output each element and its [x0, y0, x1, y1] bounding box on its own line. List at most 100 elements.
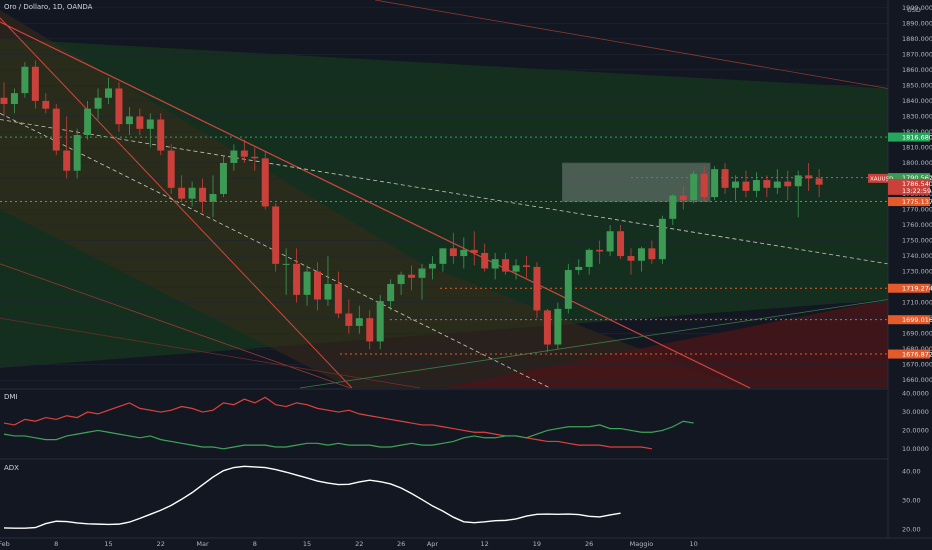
level-tag [888, 173, 930, 183]
symbol-tag-text: XAUUSD [870, 176, 893, 182]
x-tick-label: 26 [585, 540, 593, 548]
level-tag-text: 1816.680 [902, 133, 932, 141]
candle-body [42, 100, 50, 109]
adx-series-line [3, 465, 621, 529]
candle-body [648, 248, 656, 260]
x-tick-label: Apr [427, 540, 439, 548]
candle-body [146, 119, 154, 129]
trendline [0, 317, 421, 389]
candle-body [481, 252, 489, 269]
candle-body [63, 150, 71, 171]
y-tick-label: 1770.000 [902, 206, 932, 214]
x-tick-label: 8 [253, 540, 257, 548]
candle-body [617, 231, 625, 257]
candle-body [784, 181, 792, 187]
candle-body [219, 162, 227, 194]
level-tag-text: 1775.137 [902, 198, 932, 206]
x-tick-label: Feb [0, 540, 10, 548]
candle-body [742, 181, 750, 191]
candle-body [324, 284, 332, 300]
level-tag [888, 132, 930, 142]
candle-body [345, 313, 353, 326]
trendline [299, 299, 889, 389]
candle-body [543, 310, 551, 345]
candle-body [240, 150, 248, 157]
candle-body [199, 187, 207, 202]
level-tag-text: 1676.872 [902, 350, 932, 358]
x-tick-label: Mar [196, 540, 209, 548]
candle-body [272, 206, 280, 264]
dmi-y-tick-label: 30.0000 [902, 408, 929, 416]
y-tick-label: 1740.000 [902, 252, 932, 260]
candle-body [805, 175, 813, 179]
y-tick-label: 1760.000 [902, 221, 932, 229]
candle-body [52, 108, 60, 151]
candle-body [21, 66, 29, 94]
candle-body [251, 156, 259, 159]
dmi-label: DMI [4, 393, 18, 401]
y-tick-label: 1750.000 [902, 237, 932, 245]
candle-body [627, 256, 635, 261]
candle-body [282, 263, 290, 265]
y-tick-label: 1900.000 [902, 4, 932, 12]
level-tag-text: 1699.016 [902, 316, 932, 324]
level-tag-text: 1790.562 [902, 174, 932, 182]
y-tick-label: 1850.000 [902, 81, 932, 89]
candle-body [752, 180, 760, 191]
candle-body [732, 181, 739, 188]
candle-body [397, 274, 405, 285]
candle-body [460, 249, 468, 257]
x-tick-label: 26 [397, 540, 405, 548]
candle-body [355, 318, 363, 326]
y-tick-label: 1820.000 [902, 128, 932, 136]
dmi-pane [0, 388, 932, 450]
x-tick-label: 10 [690, 540, 698, 548]
candle-body [606, 231, 614, 252]
candle-body [94, 97, 102, 109]
y-tick-label: 1880.000 [902, 35, 932, 43]
candle-body [523, 265, 530, 267]
candle-body [585, 249, 593, 267]
candle-body [334, 284, 342, 314]
candle-body [815, 178, 823, 185]
candle-body [230, 150, 238, 163]
candle-body [794, 175, 802, 187]
y-tick-label: 1660.000 [902, 376, 932, 384]
y-tick-label: 1830.000 [902, 112, 932, 120]
candle-body [366, 318, 374, 342]
candle-body [314, 271, 321, 300]
candle-body [658, 218, 666, 260]
level-tag [888, 197, 930, 207]
trendline [374, 0, 889, 89]
last-price-tag [888, 178, 930, 195]
candle-body [533, 266, 541, 311]
symbol-tag [868, 173, 888, 183]
x-tick-label: 12 [481, 540, 489, 548]
trendline [0, 17, 353, 389]
last-price-value: 1786.540 [902, 180, 932, 188]
level-tag [888, 349, 930, 359]
dmi-series-line [3, 420, 694, 450]
candle-body [10, 93, 18, 104]
candle-body [261, 158, 269, 207]
candle-body [303, 271, 311, 295]
x-tick-label: 22 [157, 540, 165, 548]
price-pane [0, 0, 889, 389]
countdown: 13:22:59 [902, 187, 931, 195]
adx-label: ADX [4, 464, 19, 472]
candle-body [502, 259, 510, 272]
candle-body [157, 119, 165, 151]
candle-body [711, 169, 719, 198]
candle-body [721, 169, 729, 188]
y-axis-bg [888, 0, 932, 550]
red-zone [440, 299, 888, 388]
candle-body [84, 108, 92, 136]
candle-body [449, 248, 457, 257]
consolidation-box [561, 162, 711, 203]
currency-label: USD [907, 6, 921, 14]
candle-body [700, 173, 708, 198]
candle-body [115, 88, 123, 125]
x-tick-label: 15 [303, 540, 311, 548]
y-tick-label: 1680.000 [902, 345, 932, 353]
